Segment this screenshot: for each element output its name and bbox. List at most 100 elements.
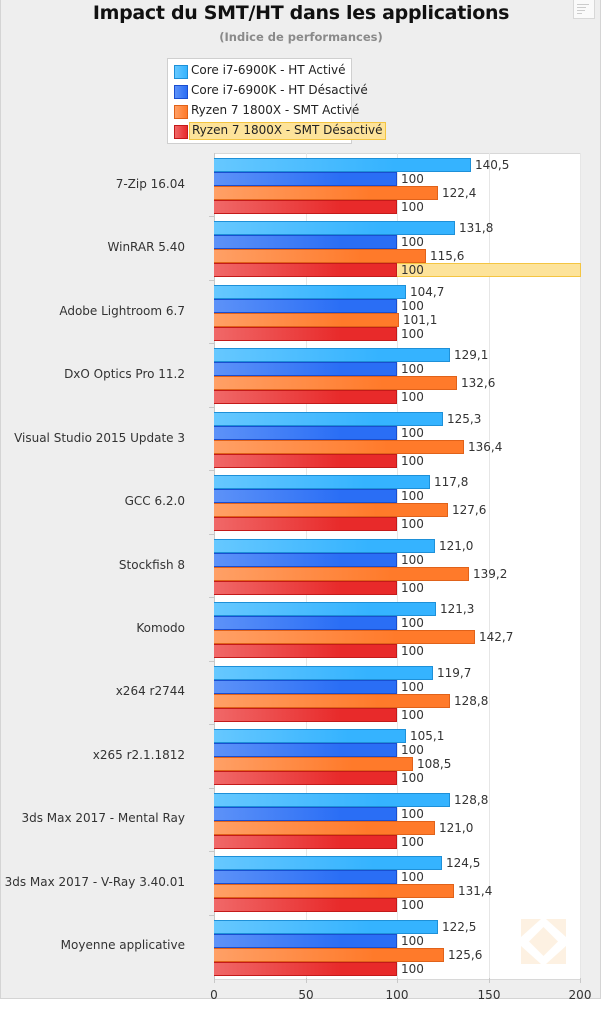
legend-item-i7-ht-off[interactable]: Core i7-6900K - HT Désactivé: [172, 82, 368, 100]
data-label: 131,8: [459, 221, 494, 235]
bar[interactable]: [214, 172, 397, 186]
y-tick-mark: [209, 216, 214, 217]
bar[interactable]: [214, 793, 450, 807]
data-label: 100: [401, 172, 424, 186]
bar[interactable]: [214, 920, 438, 934]
bar[interactable]: [214, 517, 397, 531]
bar[interactable]: [214, 821, 435, 835]
data-label: 121,3: [440, 602, 475, 616]
bar[interactable]: [214, 412, 443, 426]
bar[interactable]: [214, 948, 444, 962]
bar[interactable]: [214, 348, 450, 362]
gridline: [397, 153, 398, 979]
x-tick-label: 50: [298, 988, 314, 1002]
y-tick-mark: [209, 724, 214, 725]
data-label: 127,6: [452, 503, 487, 517]
bar[interactable]: [214, 158, 471, 172]
bar[interactable]: [214, 743, 397, 757]
bar[interactable]: [214, 616, 397, 630]
data-label: 100: [401, 489, 424, 503]
data-label: 105,1: [410, 729, 445, 743]
bar[interactable]: [214, 898, 397, 912]
data-label: 100: [401, 553, 424, 567]
data-label: 100: [401, 200, 424, 214]
bar[interactable]: [214, 249, 426, 263]
data-label: 115,6: [430, 249, 465, 263]
bar[interactable]: [214, 390, 397, 404]
data-label: 139,2: [473, 567, 508, 581]
bar[interactable]: [214, 426, 397, 440]
legend-item-ryzen-smt-off[interactable]: Ryzen 7 1800X - SMT Désactivé: [172, 122, 386, 140]
bar[interactable]: [214, 856, 442, 870]
chart-container: Impact du SMT/HT dans les applications (…: [0, 0, 601, 1002]
chart-title: Impact du SMT/HT dans les applications: [92, 2, 510, 24]
bar[interactable]: [214, 666, 433, 680]
data-label: 125,3: [447, 412, 482, 426]
bar[interactable]: [214, 884, 454, 898]
bar[interactable]: [214, 630, 475, 644]
bar[interactable]: [214, 602, 436, 616]
data-label: 121,0: [439, 539, 474, 553]
bar[interactable]: [214, 235, 397, 249]
bar[interactable]: [214, 567, 469, 581]
data-label: 100: [401, 299, 424, 313]
bar[interactable]: [214, 962, 397, 976]
y-tick-mark: [209, 597, 214, 598]
bar[interactable]: [214, 644, 397, 658]
bar[interactable]: [214, 475, 430, 489]
chart-menu-icon[interactable]: [573, 0, 595, 19]
x-tick-label: 100: [385, 988, 409, 1002]
y-tick-mark: [209, 343, 214, 344]
bar[interactable]: [214, 299, 397, 313]
chart-subtitle: (Indice de performances): [219, 30, 383, 44]
bar[interactable]: [214, 263, 397, 277]
watermark-logo-icon: [521, 919, 566, 964]
data-label: 101,1: [403, 313, 438, 327]
bar[interactable]: [214, 454, 397, 468]
legend-item-i7-ht-on[interactable]: Core i7-6900K - HT Activé: [172, 62, 348, 80]
bar[interactable]: [214, 694, 450, 708]
bar[interactable]: [214, 327, 397, 341]
bar[interactable]: [214, 313, 399, 327]
data-label: 100: [401, 390, 424, 404]
bar[interactable]: [214, 440, 464, 454]
bar[interactable]: [214, 221, 455, 235]
bar[interactable]: [214, 757, 413, 771]
y-tick-mark: [209, 788, 214, 789]
bar[interactable]: [214, 934, 397, 948]
bar[interactable]: [214, 186, 438, 200]
y-tick-mark: [209, 851, 214, 852]
category-label: WinRAR 5.40: [107, 240, 185, 254]
bar[interactable]: [214, 285, 406, 299]
legend-item-ryzen-smt-on[interactable]: Ryzen 7 1800X - SMT Activé: [172, 102, 359, 120]
category-label: x265 r2.1.1812: [92, 748, 185, 762]
data-label: 100: [401, 962, 424, 976]
x-tick-label: 150: [477, 988, 501, 1002]
legend-label: Core i7-6900K - HT Désactivé: [191, 83, 368, 97]
data-label: 100: [401, 934, 424, 948]
bar[interactable]: [214, 503, 448, 517]
bar[interactable]: [214, 489, 397, 503]
bar[interactable]: [214, 362, 397, 376]
bar[interactable]: [214, 835, 397, 849]
bar[interactable]: [214, 581, 397, 595]
data-label: 100: [401, 870, 424, 884]
bar[interactable]: [214, 680, 397, 694]
bar[interactable]: [214, 539, 435, 553]
bar[interactable]: [214, 771, 397, 785]
data-label: 100: [401, 708, 424, 722]
data-label: 100: [401, 743, 424, 757]
bar[interactable]: [214, 553, 397, 567]
data-label: 119,7: [437, 666, 472, 680]
y-tick-mark: [209, 407, 214, 408]
bar[interactable]: [214, 200, 397, 214]
bar[interactable]: [214, 807, 397, 821]
bar[interactable]: [214, 729, 406, 743]
bar[interactable]: [214, 708, 397, 722]
bar[interactable]: [214, 376, 457, 390]
bar[interactable]: [214, 870, 397, 884]
legend-swatch: [174, 85, 188, 99]
legend-swatch: [174, 105, 188, 119]
gridline: [580, 153, 581, 979]
x-tick-mark: [397, 978, 398, 983]
